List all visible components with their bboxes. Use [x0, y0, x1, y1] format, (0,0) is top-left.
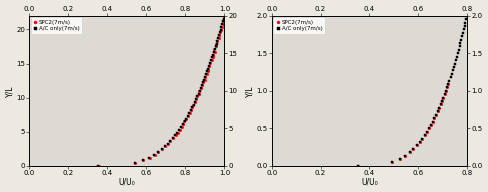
SPC2(7m/s)	[407, 151, 413, 153]
SPC2(7m/s)	[159, 148, 164, 150]
A/C only(7m/s)	[414, 144, 420, 146]
SPC2(7m/s)	[397, 158, 403, 160]
A/C only(7m/s)	[170, 137, 176, 139]
A/C only(7m/s)	[438, 103, 444, 106]
A/C only(7m/s)	[462, 25, 468, 27]
A/C only(7m/s)	[429, 120, 435, 123]
SPC2(7m/s)	[442, 93, 447, 95]
A/C only(7m/s)	[440, 96, 446, 99]
A/C only(7m/s)	[407, 151, 413, 153]
A/C only(7m/s)	[397, 158, 403, 160]
A/C only(7m/s)	[447, 79, 452, 82]
A/C only(7m/s)	[442, 93, 447, 95]
A/C only(7m/s)	[159, 148, 165, 150]
SPC2(7m/s)	[435, 110, 441, 113]
A/C only(7m/s)	[450, 69, 456, 71]
SPC2(7m/s)	[429, 120, 435, 123]
A/C only(7m/s)	[444, 86, 450, 89]
Legend: SPC2(7m/s), A/C only(7m/s): SPC2(7m/s), A/C only(7m/s)	[273, 17, 325, 33]
SPC2(7m/s)	[440, 96, 446, 99]
SPC2(7m/s)	[443, 90, 449, 92]
SPC2(7m/s)	[426, 127, 432, 129]
A/C only(7m/s)	[389, 161, 395, 164]
A/C only(7m/s)	[439, 100, 445, 102]
A/C only(7m/s)	[463, 21, 468, 24]
A/C only(7m/s)	[457, 45, 463, 48]
SPC2(7m/s)	[438, 103, 444, 106]
A/C only(7m/s)	[458, 38, 464, 41]
SPC2(7m/s)	[188, 109, 194, 111]
A/C only(7m/s)	[222, 15, 227, 17]
A/C only(7m/s)	[426, 127, 432, 129]
SPC2(7m/s)	[417, 141, 423, 143]
SPC2(7m/s)	[424, 131, 430, 133]
Line: A/C only(7m/s): A/C only(7m/s)	[97, 14, 225, 167]
Line: SPC2(7m/s): SPC2(7m/s)	[357, 83, 449, 167]
A/C only(7m/s)	[428, 124, 434, 126]
A/C only(7m/s)	[188, 109, 194, 111]
SPC2(7m/s)	[431, 117, 437, 119]
A/C only(7m/s)	[443, 90, 449, 92]
SPC2(7m/s)	[177, 129, 183, 131]
A/C only(7m/s)	[456, 49, 462, 51]
SPC2(7m/s)	[96, 165, 102, 167]
SPC2(7m/s)	[439, 100, 445, 102]
A/C only(7m/s)	[463, 18, 469, 20]
A/C only(7m/s)	[446, 83, 451, 85]
SPC2(7m/s)	[422, 134, 427, 136]
Legend: SPC2(7m/s), A/C only(7m/s): SPC2(7m/s), A/C only(7m/s)	[31, 17, 82, 33]
A/C only(7m/s)	[431, 117, 437, 119]
SPC2(7m/s)	[169, 137, 175, 139]
A/C only(7m/s)	[464, 15, 470, 17]
A/C only(7m/s)	[436, 107, 442, 109]
A/C only(7m/s)	[457, 42, 463, 44]
A/C only(7m/s)	[221, 17, 226, 20]
SPC2(7m/s)	[444, 86, 450, 89]
A/C only(7m/s)	[424, 131, 430, 133]
A/C only(7m/s)	[410, 148, 416, 150]
SPC2(7m/s)	[410, 148, 416, 150]
A/C only(7m/s)	[433, 113, 439, 116]
SPC2(7m/s)	[355, 165, 361, 167]
Y-axis label: Y/L: Y/L	[5, 85, 15, 97]
A/C only(7m/s)	[422, 134, 427, 136]
SPC2(7m/s)	[436, 107, 442, 109]
SPC2(7m/s)	[389, 161, 395, 164]
SPC2(7m/s)	[433, 113, 439, 116]
X-axis label: U/U₀: U/U₀	[119, 177, 135, 186]
SPC2(7m/s)	[414, 144, 420, 146]
SPC2(7m/s)	[419, 137, 425, 140]
A/C only(7m/s)	[447, 76, 453, 78]
A/C only(7m/s)	[403, 155, 408, 157]
A/C only(7m/s)	[449, 73, 455, 75]
A/C only(7m/s)	[452, 62, 458, 65]
A/C only(7m/s)	[461, 28, 467, 31]
A/C only(7m/s)	[355, 165, 361, 167]
Y-axis label: Y/L: Y/L	[246, 85, 255, 97]
Line: A/C only(7m/s): A/C only(7m/s)	[357, 14, 468, 167]
Line: SPC2(7m/s): SPC2(7m/s)	[97, 14, 225, 167]
X-axis label: U/U₀: U/U₀	[361, 177, 378, 186]
A/C only(7m/s)	[460, 32, 466, 34]
A/C only(7m/s)	[176, 129, 182, 131]
A/C only(7m/s)	[454, 55, 460, 58]
A/C only(7m/s)	[459, 35, 465, 37]
A/C only(7m/s)	[96, 165, 102, 167]
A/C only(7m/s)	[417, 141, 423, 143]
SPC2(7m/s)	[446, 83, 451, 85]
A/C only(7m/s)	[453, 59, 459, 61]
SPC2(7m/s)	[428, 124, 434, 126]
A/C only(7m/s)	[451, 66, 457, 68]
A/C only(7m/s)	[217, 31, 223, 34]
A/C only(7m/s)	[435, 110, 441, 113]
SPC2(7m/s)	[221, 17, 226, 20]
A/C only(7m/s)	[419, 137, 425, 140]
SPC2(7m/s)	[218, 31, 224, 34]
SPC2(7m/s)	[222, 15, 227, 17]
A/C only(7m/s)	[455, 52, 461, 54]
SPC2(7m/s)	[403, 155, 408, 157]
